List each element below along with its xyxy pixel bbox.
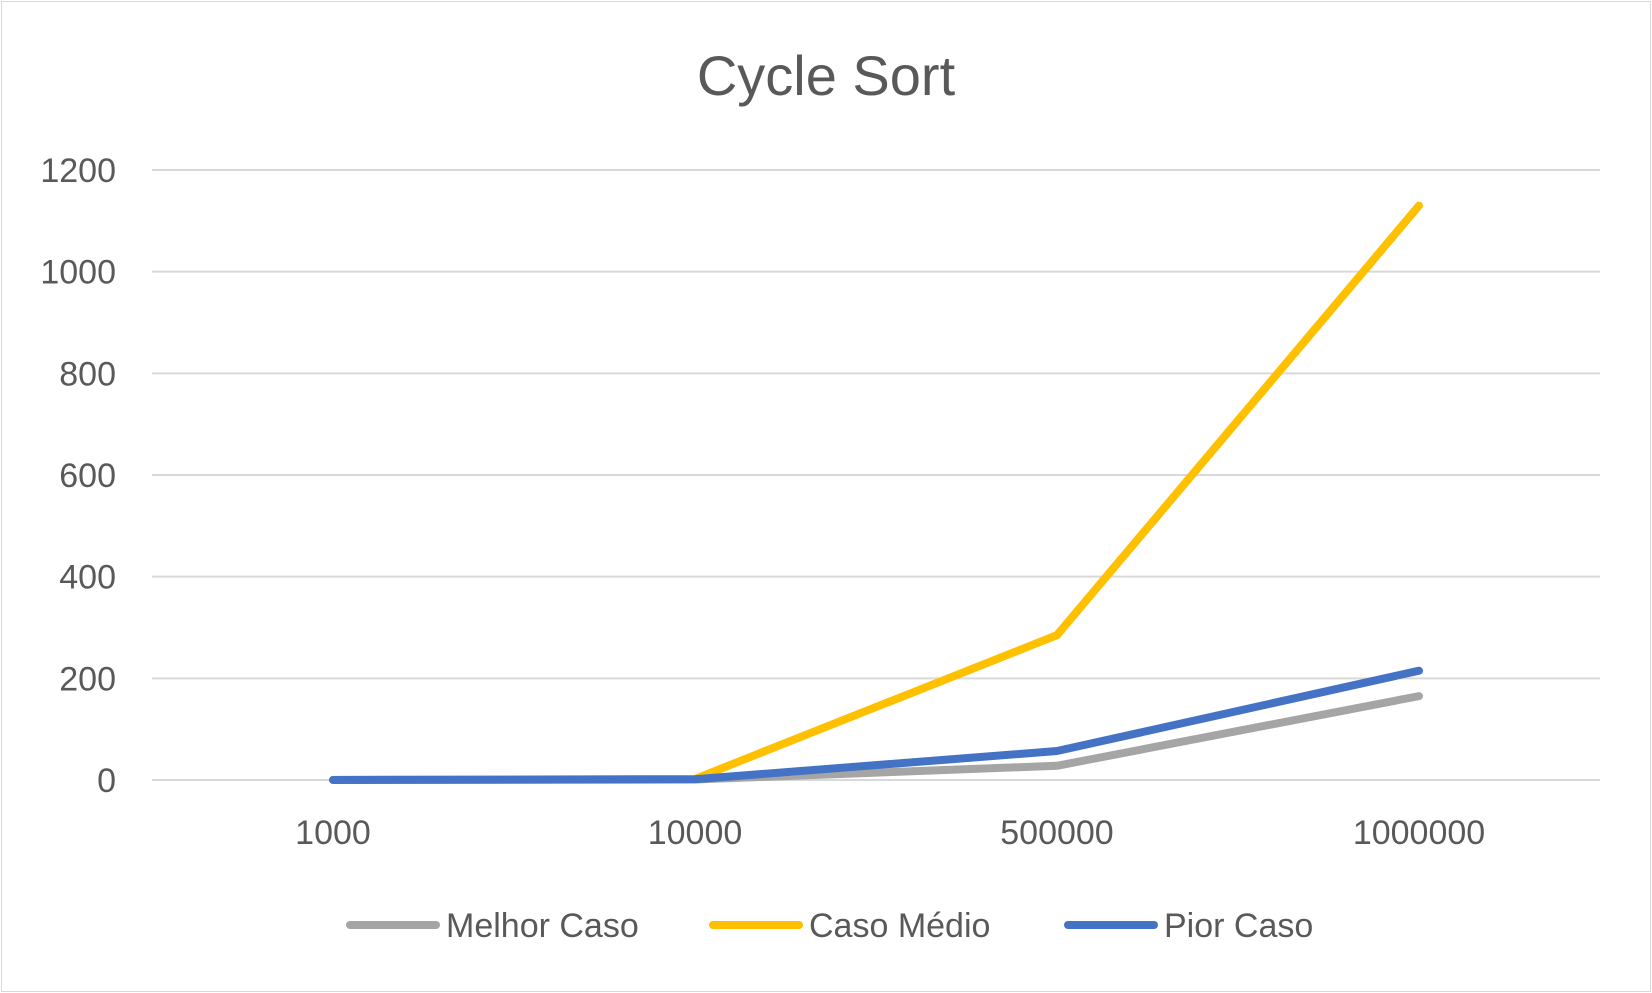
legend: Melhor Caso Caso Médio Pior Caso [346, 907, 1313, 945]
y-axis-ticks: 0 200 400 600 800 1000 1200 [40, 152, 116, 800]
series-line-pior-caso [329, 666, 1423, 784]
x-tick-label: 500000 [1000, 814, 1113, 852]
chart-title: Cycle Sort [697, 44, 956, 107]
x-tick-label: 1000 [295, 814, 371, 852]
y-tick-label: 1000 [40, 254, 116, 292]
x-tick-label: 10000 [648, 814, 743, 852]
y-tick-label: 1200 [40, 152, 116, 190]
y-tick-label: 800 [59, 355, 116, 393]
y-tick-label: 400 [59, 559, 116, 597]
legend-label: Caso Médio [809, 907, 990, 945]
series-line-caso-médio [329, 201, 1423, 784]
y-tick-label: 600 [59, 457, 116, 495]
y-tick-label: 0 [97, 762, 116, 800]
legend-label: Pior Caso [1164, 907, 1313, 945]
series-lines [329, 201, 1423, 784]
legend-item: Melhor Caso [346, 907, 639, 945]
gridlines [152, 169, 1600, 781]
x-axis-ticks: 1000 10000 500000 1000000 [295, 814, 1485, 852]
legend-item: Pior Caso [1064, 907, 1313, 945]
x-tick-label: 1000000 [1353, 814, 1485, 852]
y-tick-label: 200 [59, 660, 116, 698]
legend-label: Melhor Caso [446, 907, 639, 945]
legend-item: Caso Médio [709, 907, 990, 945]
